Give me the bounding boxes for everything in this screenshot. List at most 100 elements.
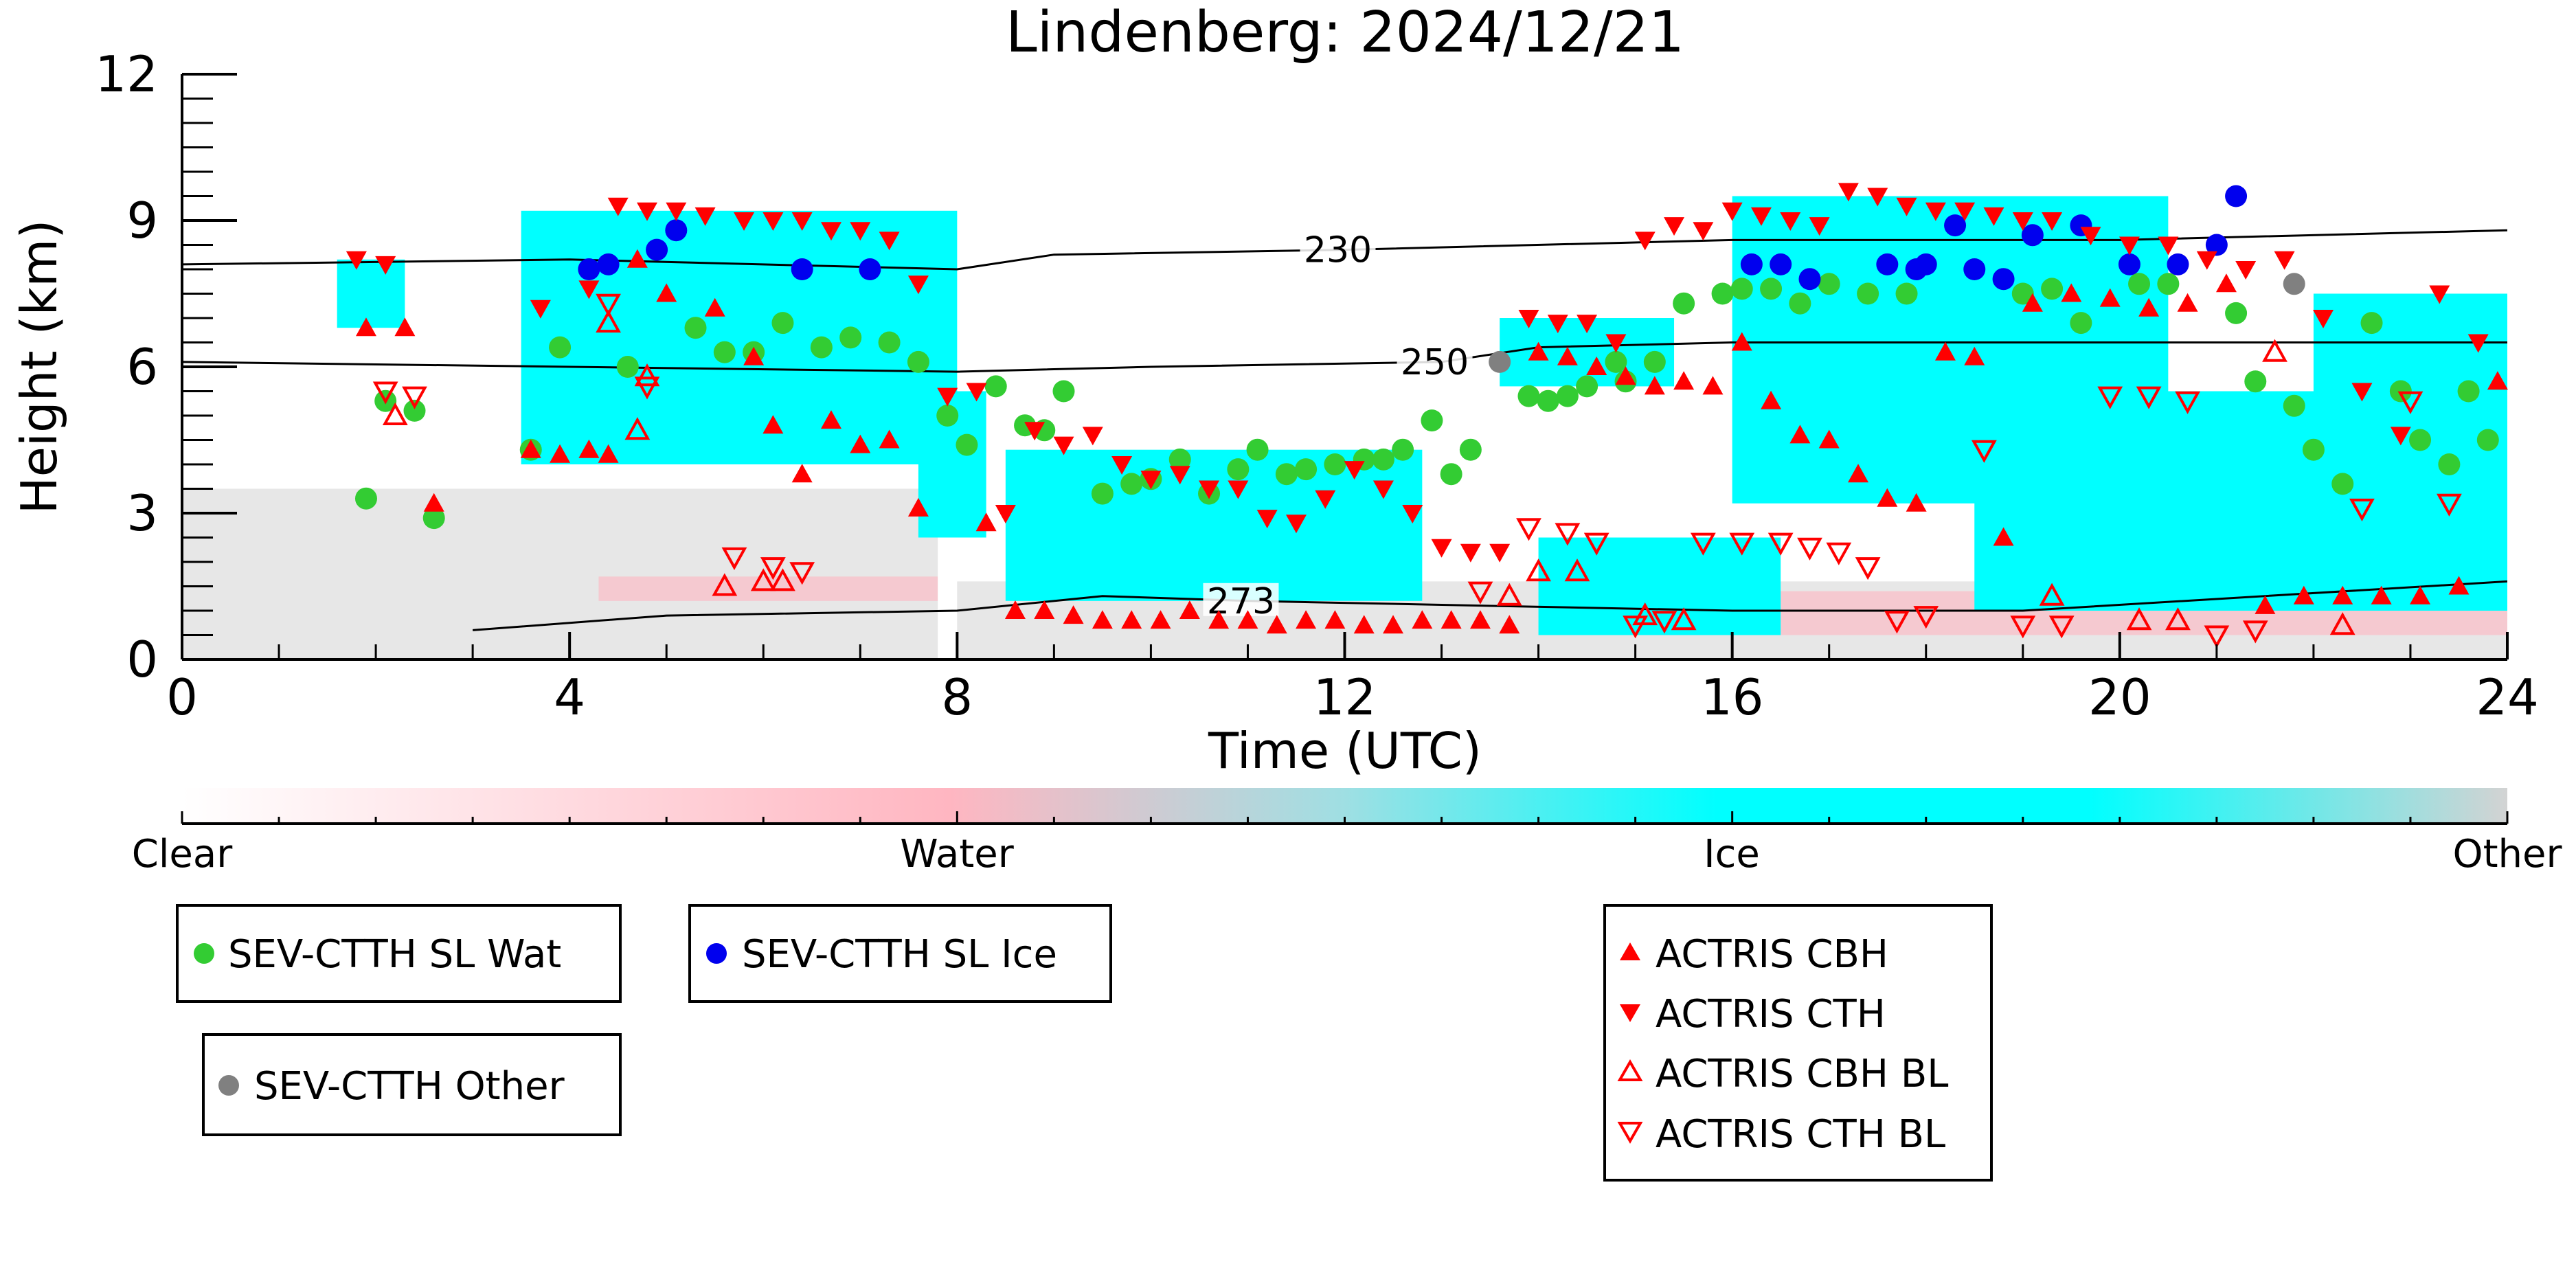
marker-actris-cbh	[626, 249, 648, 268]
marker-actris-cth-bl	[1516, 518, 1541, 541]
marker-actris-cbh	[1731, 332, 1752, 351]
contour-label-250: 250	[1401, 342, 1469, 383]
marker-sev-ctth-sl-wat	[354, 487, 377, 510]
marker-actris-cbh	[2255, 595, 2276, 614]
marker-actris-cth	[2042, 212, 2063, 231]
cloud-region-ice	[337, 259, 405, 328]
marker-actris-cth	[1199, 480, 1220, 499]
marker-actris-cth	[2313, 310, 2334, 328]
marker-actris-cth-bl	[1690, 532, 1716, 556]
marker-actris-cth-bl	[2242, 620, 2268, 644]
marker-actris-cth	[1344, 461, 1365, 480]
legend-label-actris-cth-bl: ACTRIS CTH BL	[1656, 1112, 1945, 1157]
marker-actris-cth	[1983, 207, 2004, 226]
marker-actris-cth	[2119, 236, 2140, 256]
marker-actris-cbh	[423, 493, 444, 512]
marker-actris-cth	[734, 212, 755, 231]
marker-actris-cth-bl	[2349, 498, 2375, 522]
marker-actris-cbh	[1644, 376, 1665, 395]
marker-actris-cth	[762, 212, 784, 231]
marker-sev-ctth-sl-ice	[2205, 234, 2228, 256]
marker-actris-cth-bl	[2436, 493, 2462, 517]
marker-sev-ctth-sl-ice	[2021, 224, 2044, 247]
marker-actris-cth	[1169, 466, 1190, 485]
colorbar-label-ice: Ice	[1704, 832, 1760, 877]
marker-actris-cbh	[1412, 610, 1433, 629]
marker-sev-ctth-sl-ice	[791, 258, 813, 280]
marker-sev-ctth-sl-wat	[1440, 463, 1462, 486]
marker-actris-cbh	[2061, 283, 2082, 302]
marker-sev-ctth-sl-wat	[1372, 448, 1394, 471]
legend-label-actris-cbh: ACTRIS CBH	[1656, 932, 1888, 977]
marker-sev-ctth-sl-ice	[2118, 253, 2140, 275]
marker-actris-cth-bl	[2010, 615, 2036, 639]
marker-sev-ctth-sl-ice	[1944, 214, 1967, 237]
marker-actris-cbh-bl	[1671, 607, 1697, 631]
marker-actris-cbh	[355, 317, 376, 337]
marker-actris-cth	[346, 251, 367, 270]
y-axis-label: Height (km)	[10, 220, 68, 515]
legend-actris: ACTRIS CBH ACTRIS CTH ACTRIS CBH BL ACTR…	[1603, 904, 1993, 1182]
marker-sev-ctth-sl-wat	[2476, 429, 2499, 451]
marker-actris-cth-bl	[634, 376, 660, 400]
marker-actris-cbh-bl	[1526, 558, 1551, 582]
legend-marker-sev-other	[218, 1075, 239, 1096]
legend-sev-ice: SEV-CTTH SL Ice	[688, 904, 1112, 1003]
marker-actris-cth	[1664, 217, 1685, 236]
marker-actris-cth	[820, 222, 841, 241]
marker-sev-ctth-sl-ice	[859, 258, 881, 280]
marker-actris-cbh	[1557, 346, 1578, 365]
x-tick-label: 8	[941, 668, 973, 726]
marker-sev-ctth-sl-wat	[1246, 438, 1269, 461]
cloud-region-ice	[1974, 391, 2507, 611]
marker-sev-ctth-sl-wat	[1227, 458, 1250, 481]
x-axis-label: Time (UTC)	[1208, 722, 1482, 780]
marker-actris-cbh	[394, 317, 416, 337]
marker-actris-cth-bl	[2204, 625, 2230, 648]
cloud-region-ice	[1538, 537, 1781, 635]
marker-actris-cbh-bl	[634, 363, 660, 387]
contour-label-bg	[1203, 583, 1279, 616]
marker-actris-cth	[2467, 334, 2489, 353]
marker-actris-cbh	[1673, 371, 1695, 390]
marker-sev-ctth-sl-wat	[1576, 375, 1598, 398]
marker-sev-ctth-sl-wat	[1275, 463, 1298, 486]
marker-actris-cbh	[550, 444, 571, 463]
marker-actris-cth-bl	[596, 293, 621, 317]
marker-actris-cth-bl	[1583, 532, 1609, 556]
marker-actris-cth-bl	[1767, 532, 1794, 556]
legend-box	[688, 904, 1112, 1003]
marker-actris-cbh-bl	[2126, 607, 2152, 631]
marker-actris-cth-bl	[1971, 440, 1997, 463]
marker-actris-cth	[1605, 334, 1627, 353]
marker-sev-ctth-sl-wat	[2070, 312, 2092, 335]
marker-actris-cth	[2429, 285, 2450, 304]
marker-sev-ctth-sl-wat	[2457, 380, 2480, 403]
marker-actris-cbh-bl	[712, 573, 738, 596]
marker-actris-cbh	[1440, 610, 1462, 629]
marker-actris-cbh	[520, 439, 541, 458]
legend-marker-actris-cth-bl	[1617, 1122, 1643, 1144]
marker-sev-ctth-sl-ice	[2167, 253, 2189, 275]
x-tick-label: 20	[2088, 668, 2151, 726]
legend-label-sev-ice: SEV-CTTH SL Ice	[742, 932, 1057, 977]
marker-actris-cbh-bl	[2262, 339, 2287, 362]
marker-actris-cbh	[1208, 610, 1230, 629]
marker-actris-cth-bl	[2136, 386, 2162, 409]
marker-sev-ctth-sl-wat	[2041, 278, 2064, 300]
marker-actris-cth-bl	[2397, 391, 2424, 414]
y-tick-label: 3	[126, 484, 158, 542]
marker-actris-cbh	[1324, 610, 1346, 629]
marker-actris-cbh-bl	[1632, 602, 1658, 626]
marker-sev-ctth-sl-wat	[2302, 438, 2325, 461]
marker-sev-ctth-sl-ice	[597, 253, 620, 275]
legend-marker-sev-wat	[194, 943, 214, 964]
marker-actris-cth-bl	[1884, 611, 1910, 634]
marker-actris-cth	[2158, 236, 2179, 256]
marker-actris-cth	[1896, 197, 1917, 216]
marker-actris-cth	[1140, 471, 1162, 490]
marker-actris-cbh	[1586, 357, 1607, 375]
marker-sev-ctth-sl-wat	[936, 405, 959, 427]
y-tick-label: 9	[126, 192, 158, 249]
marker-actris-cbh	[598, 444, 619, 463]
